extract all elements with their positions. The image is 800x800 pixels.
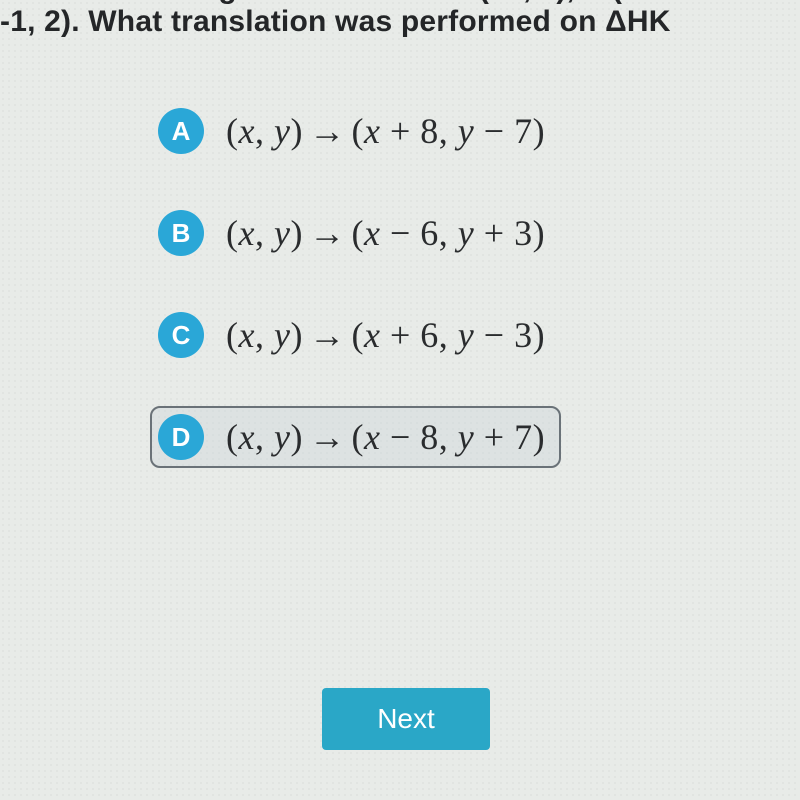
option-c[interactable]: C (x, y)→(x + 6, y − 3): [150, 304, 561, 366]
option-badge: A: [158, 108, 204, 154]
option-expression: (x, y)→(x + 6, y − 3): [226, 314, 545, 356]
option-expression: (x, y)→(x + 8, y − 7): [226, 110, 545, 152]
option-expression: (x, y)→(x − 8, y + 7): [226, 416, 545, 458]
option-b[interactable]: B (x, y)→(x − 6, y + 3): [150, 202, 561, 264]
option-d[interactable]: D (x, y)→(x − 8, y + 7): [150, 406, 561, 468]
option-badge: C: [158, 312, 204, 358]
question-text: -1, 2). What translation was performed o…: [0, 0, 800, 53]
option-badge: D: [158, 414, 204, 460]
option-badge: B: [158, 210, 204, 256]
option-a[interactable]: A (x, y)→(x + 8, y − 7): [150, 100, 561, 162]
options-list: A (x, y)→(x + 8, y − 7) B (x, y)→(x − 6,…: [150, 100, 561, 468]
next-button[interactable]: Next: [322, 688, 490, 750]
option-expression: (x, y)→(x − 6, y + 3): [226, 212, 545, 254]
